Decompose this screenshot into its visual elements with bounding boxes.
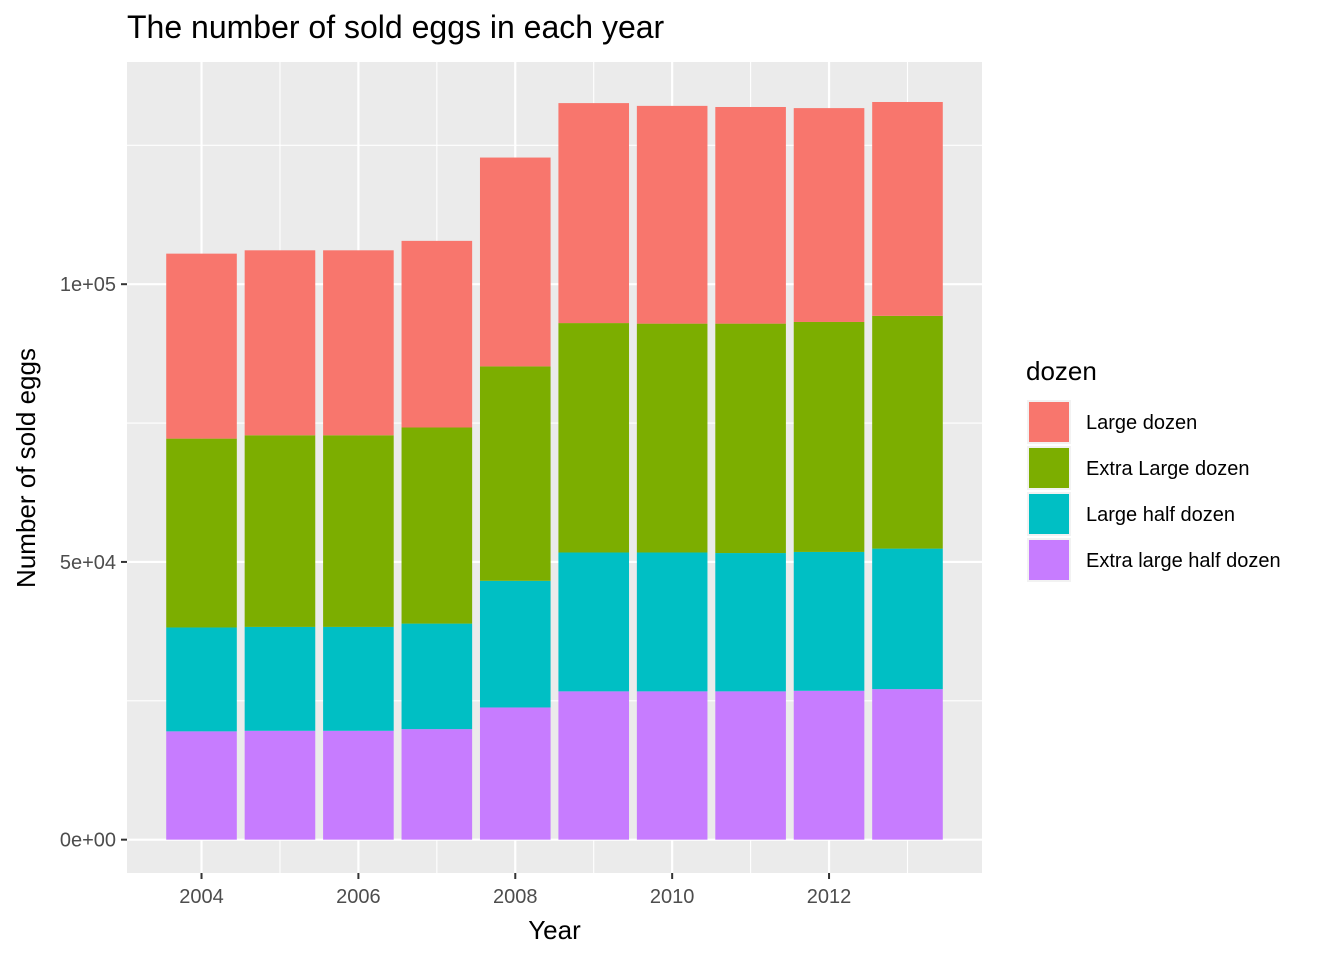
bar-segment	[793, 108, 865, 322]
bar-segment	[715, 323, 786, 554]
bar-segment	[636, 323, 708, 553]
bar-segment	[479, 580, 551, 708]
bar-segment	[715, 106, 786, 324]
bar-segment	[558, 323, 630, 553]
y-tick-label: 5e+04	[60, 552, 116, 574]
bar-segment	[793, 551, 865, 691]
bar-segment	[479, 707, 551, 840]
bar-segment	[323, 626, 394, 731]
bar-segment	[872, 315, 943, 549]
bar-segment	[558, 552, 630, 692]
bar-segment	[244, 626, 316, 731]
bar-segment	[715, 691, 786, 840]
y-axis: 0e+00 5e+04 1e+05	[60, 274, 127, 852]
bar-segment	[636, 691, 708, 840]
legend-label: Large dozen	[1086, 412, 1197, 434]
bar-segment	[323, 250, 394, 436]
bar-segment	[558, 103, 630, 324]
x-tick-label: 2006	[336, 886, 381, 908]
bar-segment	[793, 321, 865, 552]
x-tick-label: 2008	[493, 886, 538, 908]
legend-items: Large dozen Extra Large dozen Large half d…	[1027, 400, 1281, 582]
legend-key	[1029, 540, 1069, 580]
bar-segment	[636, 105, 708, 324]
bar-segment	[401, 623, 473, 730]
legend-title: dozen	[1026, 356, 1097, 386]
legend-key	[1029, 448, 1069, 488]
bar-segment	[715, 553, 786, 692]
x-tick-label: 2004	[179, 886, 224, 908]
legend-label: Large half dozen	[1086, 504, 1235, 526]
legend-label: Extra large half dozen	[1086, 550, 1281, 572]
bar-segment	[401, 729, 473, 840]
bar-segment	[872, 101, 943, 316]
bar-segment	[166, 731, 237, 840]
chart-title: The number of sold eggs in each year	[127, 9, 665, 45]
y-tick-label: 0e+00	[60, 830, 116, 852]
bar-segment	[401, 427, 473, 624]
bar-segment	[323, 435, 394, 627]
bar-segment	[479, 366, 551, 581]
bar-segment	[401, 240, 473, 428]
bar-segment	[872, 548, 943, 690]
bar-segment	[244, 730, 316, 840]
bar-segment	[244, 250, 316, 436]
bar-segment	[166, 253, 237, 439]
bar-segment	[793, 690, 865, 840]
legend-label: Extra Large dozen	[1086, 458, 1249, 480]
x-tick-label: 2012	[807, 886, 852, 908]
bar-segment	[166, 438, 237, 628]
x-axis: 2004 2006 2008 2010 2012	[179, 873, 851, 908]
bars	[166, 101, 943, 840]
y-tick-label: 1e+05	[60, 274, 116, 296]
legend-key	[1029, 402, 1069, 442]
bar-segment	[872, 689, 943, 840]
bar-segment	[558, 691, 630, 840]
bar-segment	[244, 435, 316, 627]
legend-key	[1029, 494, 1069, 534]
y-axis-title: Number of sold eggs	[11, 348, 41, 588]
bar-segment	[166, 627, 237, 732]
x-tick-label: 2010	[650, 886, 695, 908]
bar-segment	[479, 157, 551, 367]
bar-segment	[636, 552, 708, 692]
x-axis-title: Year	[528, 915, 581, 945]
bar-segment	[323, 730, 394, 840]
